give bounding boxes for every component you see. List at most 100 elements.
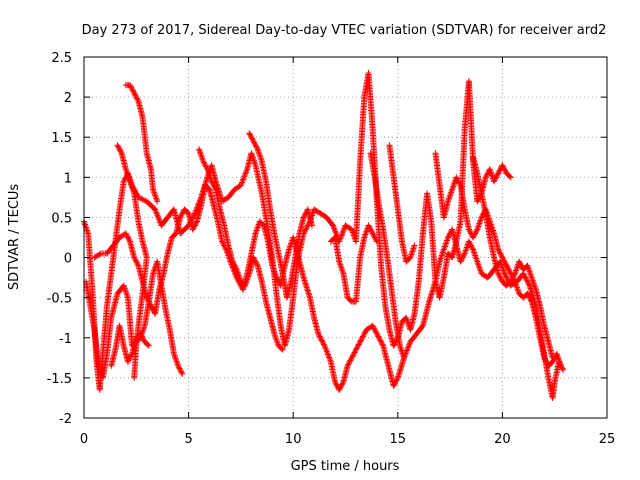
- data-point: [336, 238, 343, 245]
- data-point: [495, 168, 502, 175]
- data-point: [279, 346, 286, 353]
- data-point: [521, 271, 528, 278]
- data-point: [390, 342, 397, 349]
- data-point: [508, 277, 515, 284]
- data-points: [81, 70, 567, 401]
- data-point: [348, 356, 355, 363]
- data-point: [230, 261, 237, 268]
- series-trace-l: [432, 150, 564, 369]
- data-point: [337, 384, 344, 391]
- data-point: [365, 222, 372, 229]
- series-trace-d: [114, 142, 150, 381]
- data-point: [318, 337, 325, 344]
- data-point: [350, 350, 357, 357]
- y-tick-label: 0.5: [51, 211, 72, 226]
- data-point: [156, 216, 163, 223]
- data-point: [345, 361, 352, 368]
- data-point: [500, 255, 507, 262]
- data-point: [131, 90, 138, 97]
- data-point: [131, 254, 138, 261]
- data-point: [330, 223, 337, 230]
- data-point: [231, 262, 238, 269]
- data-point: [377, 337, 384, 344]
- data-point: [251, 257, 258, 264]
- data-point: [478, 214, 485, 221]
- data-point: [219, 238, 226, 245]
- y-tick-label: 2.5: [51, 51, 72, 66]
- data-point: [121, 177, 128, 184]
- data-point: [325, 353, 332, 360]
- data-point: [309, 222, 316, 229]
- data-point: [96, 251, 103, 258]
- data-point: [339, 381, 346, 388]
- data-point: [304, 223, 311, 230]
- data-point: [316, 333, 323, 340]
- data-point: [337, 234, 344, 241]
- data-point: [274, 277, 281, 284]
- data-point: [145, 342, 152, 349]
- data-point: [178, 369, 185, 376]
- data-point: [404, 346, 411, 353]
- data-point: [209, 179, 216, 186]
- data-point: [176, 365, 183, 372]
- data-point: [457, 258, 464, 265]
- y-tick-label: 0: [64, 252, 72, 267]
- series-trace-k: [386, 142, 418, 265]
- data-point: [191, 222, 198, 229]
- data-point: [323, 348, 330, 355]
- data-point: [358, 336, 365, 343]
- data-point: [373, 330, 380, 337]
- data-point: [509, 275, 516, 282]
- data-point: [509, 274, 516, 281]
- data-point: [466, 227, 473, 234]
- data-point: [316, 332, 323, 339]
- data-point: [348, 354, 355, 361]
- data-point: [359, 334, 366, 341]
- data-point: [498, 251, 505, 258]
- data-point: [373, 237, 380, 244]
- data-point: [133, 259, 140, 266]
- data-point: [516, 259, 523, 266]
- data-point: [131, 374, 138, 381]
- data-point: [368, 227, 375, 234]
- data-point: [333, 381, 340, 388]
- data-point: [233, 265, 240, 272]
- data-point: [139, 334, 146, 341]
- data-point: [502, 273, 509, 280]
- data-point: [237, 182, 244, 189]
- data-point: [230, 259, 237, 266]
- series-trace-e: [122, 82, 161, 205]
- data-point: [128, 84, 135, 91]
- data-point: [208, 178, 215, 185]
- data-point: [372, 328, 379, 335]
- data-point: [243, 169, 250, 176]
- data-point: [125, 357, 132, 364]
- data-point: [138, 333, 145, 340]
- data-point: [495, 246, 502, 253]
- data-point: [193, 206, 200, 213]
- data-point: [499, 162, 506, 169]
- data-point: [153, 210, 160, 217]
- data-point: [253, 259, 260, 266]
- data-point: [482, 174, 489, 181]
- data-point: [495, 170, 502, 177]
- data-point: [252, 142, 259, 149]
- data-point: [178, 211, 185, 218]
- data-point: [371, 325, 378, 332]
- data-point: [340, 226, 347, 233]
- data-point: [145, 298, 152, 305]
- x-tick-label: 0: [80, 432, 88, 447]
- data-point: [357, 338, 364, 345]
- x-tick-label: 25: [599, 432, 616, 447]
- data-point: [349, 353, 356, 360]
- data-point: [127, 353, 134, 360]
- data-point: [189, 226, 196, 233]
- data-point: [326, 355, 333, 362]
- data-point: [152, 206, 159, 213]
- data-point: [129, 86, 136, 93]
- data-point: [392, 378, 399, 385]
- data-point: [516, 258, 523, 265]
- data-point: [115, 143, 122, 150]
- data-point: [470, 233, 477, 240]
